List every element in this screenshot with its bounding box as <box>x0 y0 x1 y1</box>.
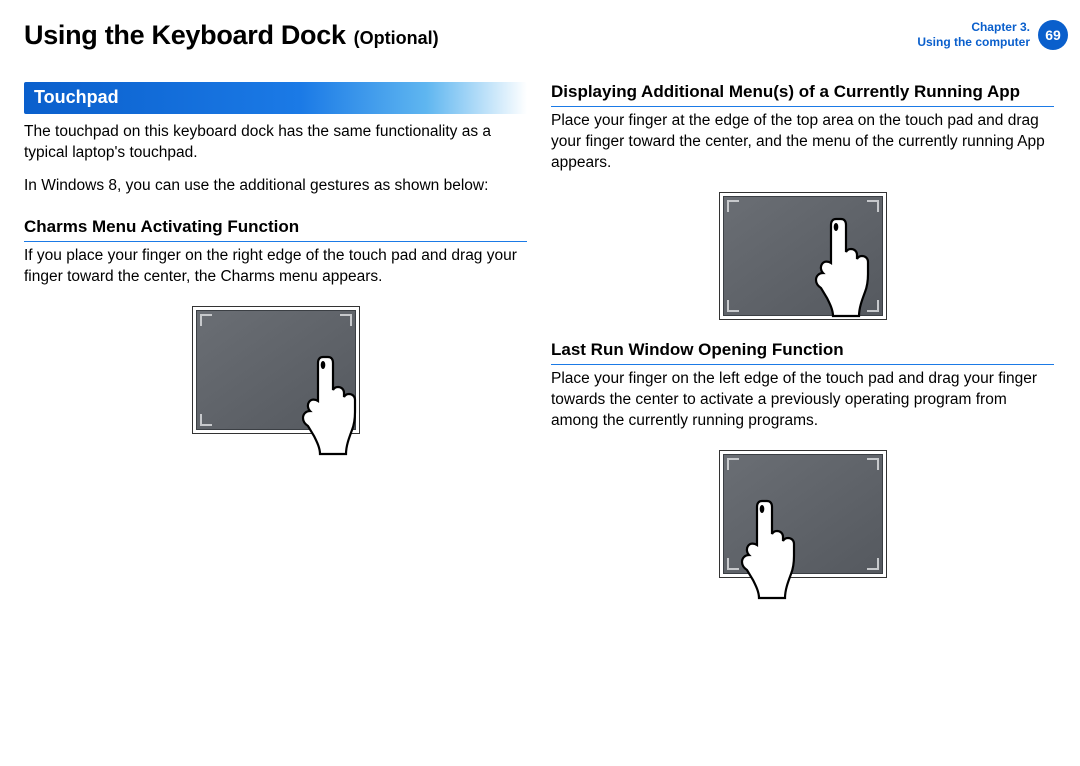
subhead-last-run: Last Run Window Opening Function <box>551 340 1054 365</box>
corner-mark-icon <box>727 300 739 312</box>
content-columns: Touchpad The touchpad on this keyboard d… <box>0 58 1080 588</box>
touchpad-graphic <box>196 310 356 430</box>
left-column: Touchpad The touchpad on this keyboard d… <box>24 82 527 588</box>
body-charms: If you place your finger on the right ed… <box>24 246 527 288</box>
subhead-charms: Charms Menu Activating Function <box>24 217 527 242</box>
chapter-line-2: Using the computer <box>917 35 1030 50</box>
corner-mark-icon <box>200 314 212 326</box>
illustration-left-edge <box>551 450 1054 578</box>
title-block: Using the Keyboard Dock (Optional) <box>24 20 439 51</box>
page-title: Using the Keyboard Dock <box>24 20 346 51</box>
illustration-frame <box>192 306 360 434</box>
corner-mark-icon <box>200 414 212 426</box>
corner-mark-icon <box>727 458 739 470</box>
intro-paragraph-1: The touchpad on this keyboard dock has t… <box>24 122 527 164</box>
right-column: Displaying Additional Menu(s) of a Curre… <box>551 82 1054 588</box>
page-header: Using the Keyboard Dock (Optional) Chapt… <box>0 0 1080 58</box>
corner-mark-icon <box>340 414 352 426</box>
illustration-frame <box>719 450 887 578</box>
touchpad-graphic <box>723 454 883 574</box>
page-number-badge: 69 <box>1038 20 1068 50</box>
corner-mark-icon <box>867 558 879 570</box>
touchpad-graphic <box>723 196 883 316</box>
illustration-charms <box>24 306 527 434</box>
corner-mark-icon <box>867 200 879 212</box>
corner-mark-icon <box>340 314 352 326</box>
header-right: Chapter 3. Using the computer 69 <box>917 20 1068 50</box>
corner-mark-icon <box>867 458 879 470</box>
chapter-info: Chapter 3. Using the computer <box>917 20 1030 50</box>
corner-mark-icon <box>867 300 879 312</box>
illustration-frame <box>719 192 887 320</box>
chapter-line-1: Chapter 3. <box>917 20 1030 35</box>
intro-paragraph-2: In Windows 8, you can use the additional… <box>24 176 527 197</box>
corner-mark-icon <box>727 200 739 212</box>
page-subtitle: (Optional) <box>354 28 439 49</box>
body-last-run: Place your finger on the left edge of th… <box>551 369 1054 432</box>
page-number: 69 <box>1045 27 1061 43</box>
section-banner-touchpad: Touchpad <box>24 82 527 114</box>
illustration-top-edge <box>551 192 1054 320</box>
corner-mark-icon <box>727 558 739 570</box>
body-additional-menus: Place your finger at the edge of the top… <box>551 111 1054 174</box>
subhead-additional-menus: Displaying Additional Menu(s) of a Curre… <box>551 82 1054 107</box>
